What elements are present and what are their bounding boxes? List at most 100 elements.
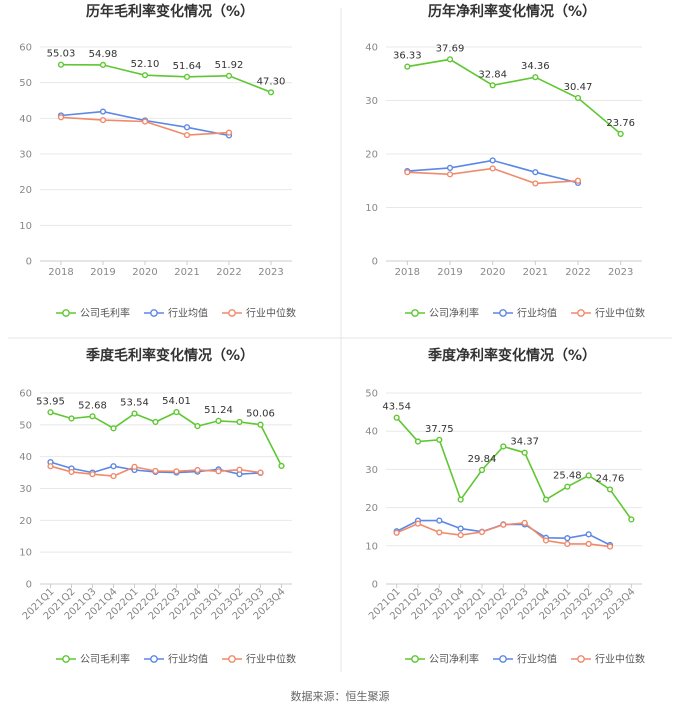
data-point [532,169,539,176]
data-source-note: 数据来源：恒生聚源 [290,690,390,703]
data-point [110,425,117,432]
data-label: 51.24 [204,405,233,416]
legend-marker [150,655,158,663]
data-point [521,519,528,526]
data-point [585,531,592,538]
data-point [436,436,443,443]
legend-marker [499,655,507,663]
data-point [521,449,528,456]
data-point [267,89,275,96]
chart-title: 季度净利率变化情况（%） [427,347,596,364]
data-label: 34.37 [510,437,539,448]
chart-title: 历年净利率变化情况（%） [428,3,596,20]
data-point [489,165,496,172]
data-label: 50.06 [246,409,275,420]
data-point [68,468,75,476]
data-point [152,418,159,426]
y-tick-label: 30 [19,150,32,161]
data-point [457,496,464,503]
data-label: 53.95 [36,396,65,407]
series-line [407,159,579,184]
data-label: 51.92 [215,60,244,71]
legend-label: 公司净利率 [429,307,479,320]
data-point [141,118,149,125]
data-point [131,463,138,470]
data-label: 37.69 [436,43,465,54]
data-point [606,486,614,493]
legend-marker [150,309,158,317]
data-point [194,423,201,430]
legend-label: 行业中位数 [595,307,645,320]
data-point [173,408,180,416]
y-tick-label: 20 [365,503,378,514]
y-tick-label: 20 [365,150,378,161]
data-point [393,414,400,421]
data-label: 53.54 [120,398,149,409]
data-point [215,417,222,424]
legend-marker [577,655,585,663]
data-point [225,129,233,136]
y-tick-label: 0 [26,580,32,591]
x-tick-label: 2018 [48,267,73,278]
data-point [564,540,571,547]
x-tick-label: 2023 [258,267,283,278]
legend-label: 行业中位数 [595,653,645,666]
data-point [236,418,243,426]
series-line [396,417,632,520]
chart-title: 历年毛利率变化情况（%） [86,3,254,20]
data-point [68,415,75,422]
data-label: 37.75 [425,424,454,435]
data-point [404,169,411,176]
legend-label: 行业中位数 [246,653,296,666]
data-label: 54.01 [162,396,191,407]
y-tick-label: 50 [19,420,32,431]
data-point [446,56,454,63]
chart-title: 季度毛利率变化情况（%） [85,347,254,364]
data-point [436,517,443,524]
data-label: 23.76 [606,118,635,129]
x-tick-label: 2018 [395,267,420,278]
series-line [60,63,272,94]
data-point [89,413,96,420]
legend-marker [228,655,236,663]
data-label: 43.54 [382,402,411,413]
x-tick-label: 2019 [437,267,462,278]
y-tick-label: 0 [372,580,378,591]
legend-label: 公司毛利率 [80,653,130,666]
data-point [89,471,96,478]
legend-marker [499,309,507,317]
y-tick-label: 40 [19,452,32,463]
y-tick-label: 0 [26,257,32,268]
legend-marker [228,309,236,317]
data-point [131,410,138,417]
data-point [57,61,65,68]
x-tick-label: 2022 [565,267,590,278]
y-tick-label: 10 [19,221,32,232]
legend-label: 行业均值 [517,307,557,320]
series-line [407,58,622,135]
y-tick-label: 30 [365,465,378,476]
y-tick-label: 40 [365,43,378,54]
data-point [257,469,264,476]
data-point [47,409,54,416]
data-label: 36.33 [393,51,422,62]
data-point [585,472,592,479]
y-tick-label: 40 [19,114,32,125]
data-point [478,466,486,474]
series-line [50,411,283,467]
x-tick-label: 2021 [174,267,199,278]
y-tick-label: 10 [19,548,32,559]
data-point [532,74,539,81]
data-label: 55.03 [47,49,76,60]
x-tick-label: 2022 [216,267,241,278]
data-point [414,438,422,445]
x-tick-label: 2020 [480,267,505,278]
data-point [542,496,550,503]
data-label: 32.84 [478,69,507,80]
data-point [542,537,550,544]
x-tick-label: 2020 [132,267,157,278]
y-tick-label: 60 [19,43,32,54]
data-point [99,108,107,115]
y-tick-label: 40 [365,427,378,438]
y-tick-label: 60 [19,389,32,400]
